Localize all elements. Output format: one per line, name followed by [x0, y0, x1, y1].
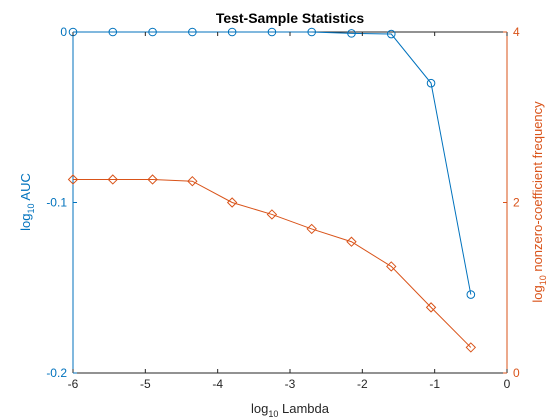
data-point-left — [466, 290, 476, 299]
y-axis-left-label-suffix: AUC — [18, 173, 33, 203]
data-point-right — [226, 197, 238, 208]
data-point-left — [148, 27, 157, 37]
y-left-tick-label: 0 — [60, 25, 67, 39]
data-point-right — [386, 261, 397, 272]
data-point-right — [67, 174, 79, 185]
plot-frame — [72, 31, 508, 374]
data-point-left — [386, 29, 396, 39]
x-tick-label: -1 — [429, 377, 440, 391]
series-line-left — [73, 31, 472, 295]
y-right-tick-label: 0 — [513, 366, 520, 380]
y-right-tick-label: 2 — [513, 196, 520, 210]
x-tick-label: -6 — [68, 377, 79, 391]
y-axis-right-label-suffix: nonzero-coefficient frequency — [530, 101, 545, 275]
y-axis-right-label: log10 nonzero-coefficient frequency — [530, 101, 548, 303]
x-axis-label-sub: 10 — [268, 409, 278, 419]
data-point-right — [147, 174, 158, 185]
y-left-tick-label: -0.2 — [46, 366, 67, 380]
y-axis-right-label-sub: 10 — [538, 275, 548, 285]
data-point-right — [465, 342, 477, 353]
data-point-left — [426, 78, 436, 88]
data-point-left — [188, 27, 197, 37]
data-point-left — [108, 27, 118, 37]
series-line-right — [73, 178, 472, 348]
y-left-tick-label: -0.1 — [46, 196, 67, 210]
data-point-left — [347, 29, 356, 38]
x-tick-label: -4 — [212, 377, 223, 391]
y-axis-right-label-prefix: log — [530, 285, 545, 302]
data-point-right — [306, 223, 317, 235]
y-axis-left-label: log10 AUC — [18, 173, 36, 231]
x-tick-label: -5 — [140, 377, 151, 391]
x-axis-label-prefix: log — [251, 401, 268, 416]
data-point-right — [266, 209, 278, 220]
x-tick-label: 0 — [504, 377, 511, 391]
y-right-tick-label: 4 — [513, 25, 520, 39]
data-point-left — [307, 27, 317, 37]
series-layer — [67, 27, 477, 353]
x-tick-label: -2 — [357, 377, 368, 391]
chart-title: Test-Sample Statistics — [216, 10, 365, 26]
x-axis-label-suffix: Lambda — [278, 401, 329, 416]
data-point-right — [187, 175, 198, 187]
data-point-left — [267, 27, 277, 37]
data-point-right — [107, 174, 118, 185]
y-axis-left-label-sub: 10 — [26, 203, 36, 213]
data-point-left — [227, 27, 237, 37]
x-axis-label: log10 Lambda — [251, 401, 330, 419]
data-point-right — [425, 302, 437, 313]
y-axis-left-label-prefix: log — [18, 214, 33, 231]
x-tick-label: -3 — [285, 377, 296, 391]
data-point-right — [346, 236, 357, 247]
